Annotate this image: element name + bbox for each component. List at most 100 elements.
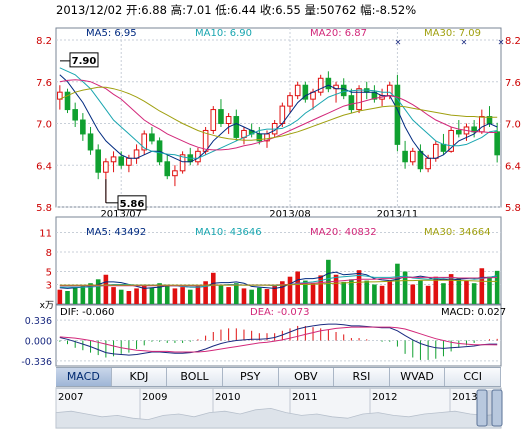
candle-body bbox=[456, 129, 462, 135]
candle-body bbox=[110, 156, 117, 163]
candle-body bbox=[317, 77, 324, 93]
price-y-tick-right: 7.0 bbox=[505, 120, 521, 131]
volume-ma-legend: MA30: 34664 bbox=[424, 227, 491, 238]
volume-bar bbox=[387, 280, 393, 304]
candle-body bbox=[164, 161, 171, 177]
volume-bar bbox=[203, 281, 208, 304]
price-ma-legend: MA5: 6.95 bbox=[86, 28, 137, 39]
timeline-year-label: 2010 bbox=[215, 392, 240, 403]
price-y-tick-right: 8.2 bbox=[505, 36, 521, 47]
candle-body bbox=[417, 150, 424, 170]
price-y-tick-left: 7.0 bbox=[36, 120, 52, 131]
volume-bar bbox=[418, 280, 423, 304]
candle-body bbox=[72, 109, 78, 121]
volume-bar bbox=[234, 283, 239, 304]
macd-dea-label: DEA: -0.073 bbox=[250, 307, 309, 318]
volume-bar bbox=[118, 289, 124, 304]
volume-bar bbox=[448, 274, 454, 304]
volume-bar bbox=[187, 289, 193, 304]
timeline-year-label: 2009 bbox=[142, 392, 167, 403]
volume-bar bbox=[333, 274, 339, 304]
candle-body bbox=[325, 77, 332, 90]
candle-body bbox=[425, 157, 431, 170]
volume-bar bbox=[287, 276, 293, 304]
low-marker-label: 5.86 bbox=[120, 199, 145, 210]
volume-bar bbox=[264, 289, 270, 304]
volume-bar bbox=[95, 279, 101, 304]
volume-bar bbox=[303, 280, 308, 304]
volume-bar bbox=[218, 284, 224, 304]
tab-wvad[interactable]: WVAD bbox=[390, 368, 446, 386]
volume-bar bbox=[111, 287, 116, 304]
tab-macd[interactable]: MACD bbox=[56, 368, 112, 386]
volume-bar bbox=[157, 283, 162, 304]
volume-bar bbox=[318, 275, 323, 304]
tab-rsi[interactable]: RSI bbox=[334, 368, 390, 386]
candle-body bbox=[103, 161, 109, 173]
candle-body bbox=[87, 133, 94, 151]
price-ma-line bbox=[59, 74, 498, 163]
volume-bar bbox=[149, 287, 155, 304]
high-marker-box bbox=[69, 52, 99, 68]
tab-boll[interactable]: BOLL bbox=[167, 368, 223, 386]
tab-kdj[interactable]: KDJ bbox=[112, 368, 168, 386]
candle-body bbox=[409, 150, 416, 163]
timeline-year-label: 2013 bbox=[452, 392, 477, 403]
volume-bar bbox=[372, 284, 377, 304]
candle-body bbox=[432, 143, 439, 159]
volume-bar bbox=[464, 280, 469, 304]
volume-bar bbox=[65, 291, 70, 304]
volume-y-tick: 5 bbox=[46, 268, 52, 279]
event-marker-icon: ✕ bbox=[498, 38, 505, 47]
timeline-handle-right[interactable] bbox=[491, 389, 503, 427]
volume-bar bbox=[172, 288, 178, 304]
volume-ma-legend: MA5: 43492 bbox=[86, 227, 146, 238]
candle-body bbox=[448, 129, 454, 152]
candle-body bbox=[302, 84, 309, 100]
tab-obv[interactable]: OBV bbox=[279, 368, 335, 386]
volume-bar bbox=[425, 285, 431, 304]
volume-bar bbox=[364, 280, 370, 304]
volume-bar bbox=[456, 278, 462, 304]
volume-bar bbox=[310, 283, 316, 304]
candle-body bbox=[348, 95, 355, 111]
price-y-tick-right: 6.4 bbox=[505, 161, 521, 172]
event-marker-icon: ✕ bbox=[395, 38, 402, 47]
volume-unit-label: x万 bbox=[40, 301, 54, 311]
price-ma-line bbox=[59, 86, 498, 141]
volume-bar bbox=[379, 285, 385, 304]
volume-bar bbox=[249, 289, 254, 304]
candle-body bbox=[479, 116, 485, 133]
volume-bar bbox=[280, 281, 285, 304]
volume-bar bbox=[241, 288, 247, 304]
volume-bar bbox=[402, 271, 408, 304]
volume-bar bbox=[257, 287, 262, 304]
macd-y-tick: 0.336 bbox=[25, 316, 52, 327]
candle-body bbox=[126, 157, 132, 166]
volume-y-tick: 11 bbox=[39, 229, 52, 240]
volume-bar bbox=[103, 274, 109, 304]
volume-bar bbox=[164, 285, 170, 304]
macd-y-tick: 0.000 bbox=[25, 337, 52, 348]
candle-body bbox=[340, 84, 347, 97]
timeline-handle-left[interactable] bbox=[476, 389, 488, 427]
volume-y-tick: 8 bbox=[46, 248, 52, 259]
tab-psy[interactable]: PSY bbox=[223, 368, 279, 386]
volume-bar bbox=[395, 263, 400, 304]
price-x-tick: 2013/11 bbox=[377, 209, 419, 220]
price-y-tick-left: 8.2 bbox=[36, 36, 52, 47]
volume-bar bbox=[72, 287, 78, 304]
low-marker-box bbox=[117, 195, 147, 211]
price-ma-legend: MA20: 6.87 bbox=[310, 28, 367, 39]
tab-cci[interactable]: CCI bbox=[445, 368, 501, 386]
volume-bar bbox=[141, 284, 147, 304]
volume-y-tick: 3 bbox=[46, 281, 52, 292]
timeline-window[interactable] bbox=[487, 390, 492, 426]
candle-body bbox=[402, 150, 408, 163]
candle-body bbox=[80, 119, 86, 135]
candle-body bbox=[440, 143, 447, 152]
volume-ma-line bbox=[59, 279, 498, 286]
event-marker-icon: ✕ bbox=[461, 38, 468, 47]
